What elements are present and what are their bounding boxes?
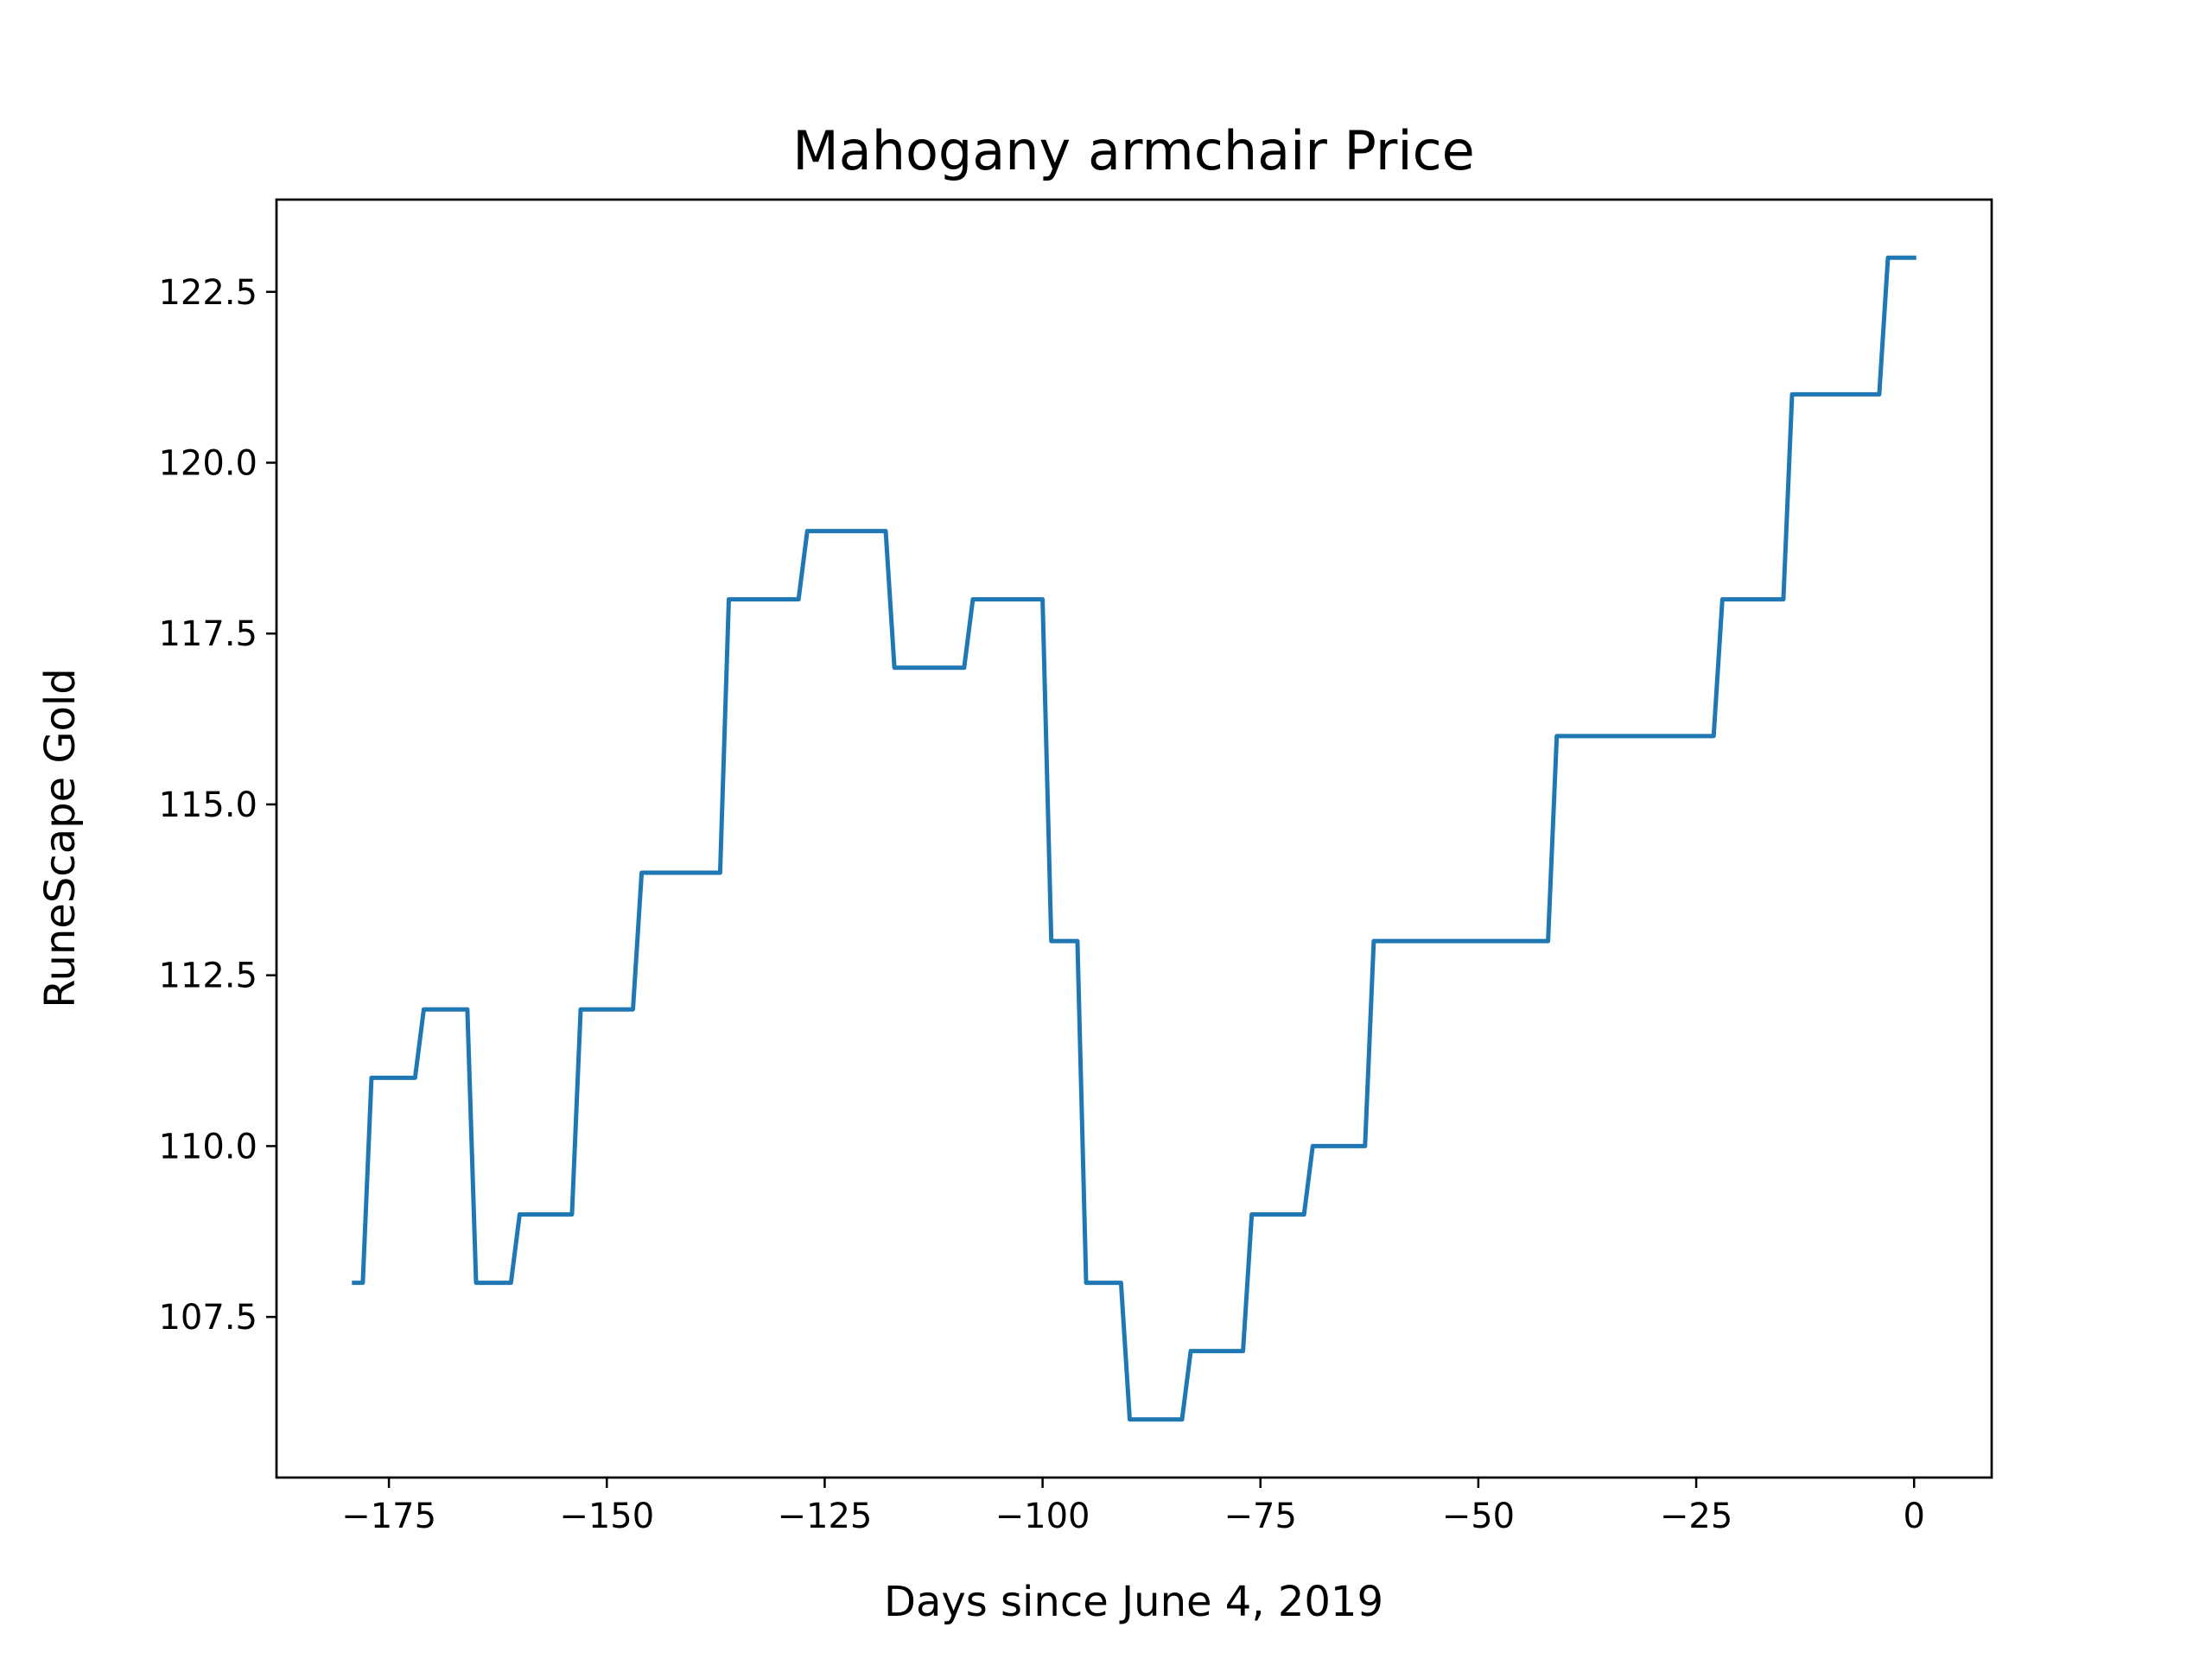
x-tick-label: −100 bbox=[995, 1497, 1090, 1536]
y-axis-ticks: 107.5 110.0 112.5 115.0 117.5 120.0 122.5 bbox=[158, 273, 276, 1338]
x-tick-label: −125 bbox=[777, 1497, 872, 1536]
y-tick-label: 120.0 bbox=[158, 444, 257, 484]
x-tick-label: 0 bbox=[1904, 1497, 1925, 1536]
plot-area bbox=[276, 200, 1992, 1478]
series-line-0 bbox=[352, 255, 1916, 1422]
y-tick-label: 110.0 bbox=[158, 1127, 257, 1166]
chart-title: Mahogany armchair Price bbox=[792, 119, 1475, 182]
x-tick-label: −175 bbox=[341, 1497, 436, 1536]
y-tick-label: 122.5 bbox=[158, 273, 257, 313]
series-layer bbox=[352, 255, 1916, 1422]
x-tick-label: −25 bbox=[1660, 1497, 1732, 1536]
y-tick-label: 107.5 bbox=[158, 1298, 257, 1338]
y-tick-label: 115.0 bbox=[158, 785, 257, 825]
y-axis-label: RuneScape Gold bbox=[36, 668, 85, 1007]
y-tick-label: 112.5 bbox=[158, 957, 257, 996]
x-axis-label: Days since June 4, 2019 bbox=[884, 1578, 1383, 1626]
plot-frame bbox=[275, 198, 1993, 1479]
x-tick-label: −50 bbox=[1442, 1497, 1515, 1536]
x-axis-ticks: −175 −150 −125 −100 −75 −50 −25 0 bbox=[341, 1478, 1925, 1536]
y-tick-label: 117.5 bbox=[158, 614, 257, 654]
x-tick-label: −150 bbox=[559, 1497, 654, 1536]
x-tick-label: −75 bbox=[1224, 1497, 1297, 1536]
